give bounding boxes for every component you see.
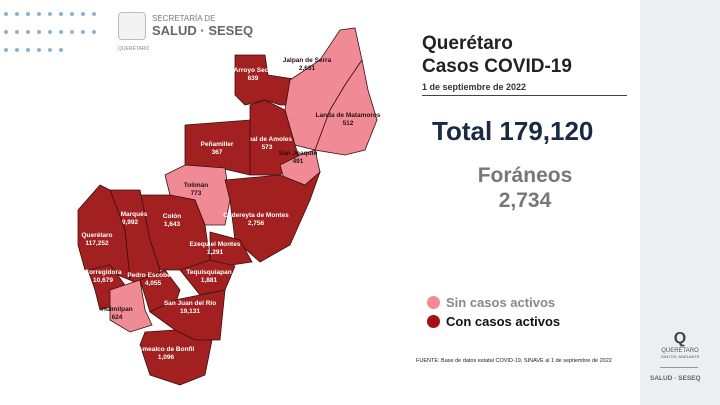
decorative-dots — [4, 12, 104, 66]
seseq-logo: SECRETARÍA DE SALUD · SESEQ QUERÉTARO — [118, 12, 254, 52]
municipality-tequisquiapan — [179, 259, 236, 296]
municipality-queretaro — [77, 184, 131, 281]
municipality-amealco-de-bonfil — [139, 329, 213, 386]
municipality-pinal-de-amoles — [249, 99, 301, 176]
red-dot-icon — [427, 315, 440, 328]
dot — [26, 30, 30, 34]
pink-dot-icon — [427, 296, 440, 309]
dot — [37, 12, 41, 16]
dot — [4, 30, 8, 34]
municipality-label-penamiller: Peñamiller 367 — [201, 141, 234, 156]
page-title: Querétaro Casos COVID-19 — [422, 32, 572, 78]
dot — [59, 12, 63, 16]
dot — [4, 48, 8, 52]
legend-item-active: Con casos activos — [427, 314, 560, 329]
municipality-label-toliman: Tolimán 773 — [184, 182, 208, 197]
source-note: FUENTE: Base de datos estatal COVID-19, … — [416, 358, 612, 364]
dot — [15, 30, 19, 34]
dot — [48, 48, 52, 52]
total-cases: Total 179,120 — [432, 116, 594, 146]
municipality-label-huimilpan: Huimilpan 624 — [101, 306, 132, 321]
municipality-landa-de-matamoros — [314, 58, 378, 156]
brand: QUERÉTARO — [661, 348, 699, 354]
dot — [81, 30, 85, 34]
logo-line1: SECRETARÍA DE — [152, 14, 216, 23]
municipality-ezequiel-montes — [209, 231, 253, 267]
foraneos-label: Foráneos — [477, 164, 573, 187]
state-seal-icon — [118, 12, 146, 40]
municipality-label-el-marques: El Marqués 9,992 — [113, 211, 148, 226]
dot — [81, 12, 85, 16]
dot — [48, 30, 52, 34]
municipality-label-ezequiel-montes: Ezequiel Montes 1,291 — [190, 241, 241, 256]
dot — [70, 30, 74, 34]
legend-item-inactive: Sin casos activos — [427, 295, 560, 310]
dot — [92, 30, 96, 34]
logo-line2: SALUD · SESEQ — [152, 23, 254, 38]
municipality-label-corregidora: Corregidora 10,679 — [84, 269, 122, 284]
municipality-label-jalpan-de-serra: Jalpan de Serra 2,631 — [283, 57, 332, 72]
dot — [4, 12, 8, 16]
municipality-pedro-escobedo — [139, 269, 181, 313]
dot — [26, 12, 30, 16]
title-line1: Querétaro — [422, 33, 513, 54]
municipality-label-pinal-de-amoles: Pinal de Amoles 573 — [242, 136, 292, 151]
dot — [92, 12, 96, 16]
municipality-label-cadereyta-de-montes: Cadereyta de Montes 2,756 — [223, 212, 289, 227]
dot — [48, 12, 52, 16]
dot — [15, 48, 19, 52]
foraneos: Foráneos 2,734 — [470, 163, 580, 213]
logo-line3: QUERÉTARO — [118, 46, 150, 52]
municipality-label-queretaro: Querétaro 117,252 — [81, 232, 112, 247]
foraneos-value: 2,734 — [498, 189, 552, 212]
queretaro-logo: Q QUERÉTARO JUNTOS, ADELANTE — [640, 330, 720, 360]
legend-label: Sin casos activos — [446, 295, 556, 310]
legend: Sin casos activos Con casos activos — [427, 295, 560, 333]
municipality-label-amealco-de-bonfil: Amealco de Bonfil 1,096 — [138, 346, 195, 361]
municipality-label-san-juan-del-rio: San Juan del Río 19,131 — [164, 300, 216, 315]
side-panel — [640, 0, 720, 405]
municipality-label-landa-de-matamoros: Landa de Matamoros 512 — [315, 112, 380, 127]
q-icon: Q — [673, 330, 687, 347]
municipality-penamiller — [184, 119, 251, 176]
salud-logo: SALUD · SESEQ — [650, 375, 701, 382]
divider — [660, 367, 698, 368]
municipality-label-pedro-escobedo: Pedro Escobedo 4,055 — [127, 272, 178, 287]
municipality-label-tequisquiapan: Tequisquiapan 1,881 — [186, 269, 231, 284]
dot — [37, 30, 41, 34]
legend-label: Con casos activos — [446, 314, 561, 329]
dot — [37, 48, 41, 52]
report-date: 1 de septiembre de 2022 — [422, 82, 627, 96]
dot — [26, 48, 30, 52]
dot — [59, 30, 63, 34]
tagline: JUNTOS, ADELANTE — [660, 354, 700, 359]
municipality-label-san-joaquin: San Joaquín 491 — [279, 150, 318, 165]
municipality-label-colon: Colón 1,643 — [163, 213, 181, 228]
municipality-cadereyta-de-montes — [224, 170, 321, 263]
municipality-label-arroyo-seco: Arroyo Seco 639 — [234, 67, 273, 82]
queretaro-map: Arroyo Seco 639 Jalpan de Serra 2,631 Landa … — [77, 27, 381, 386]
dot — [59, 48, 63, 52]
title-line2: Casos COVID-19 — [422, 56, 572, 77]
dot — [15, 12, 19, 16]
dot — [70, 12, 74, 16]
